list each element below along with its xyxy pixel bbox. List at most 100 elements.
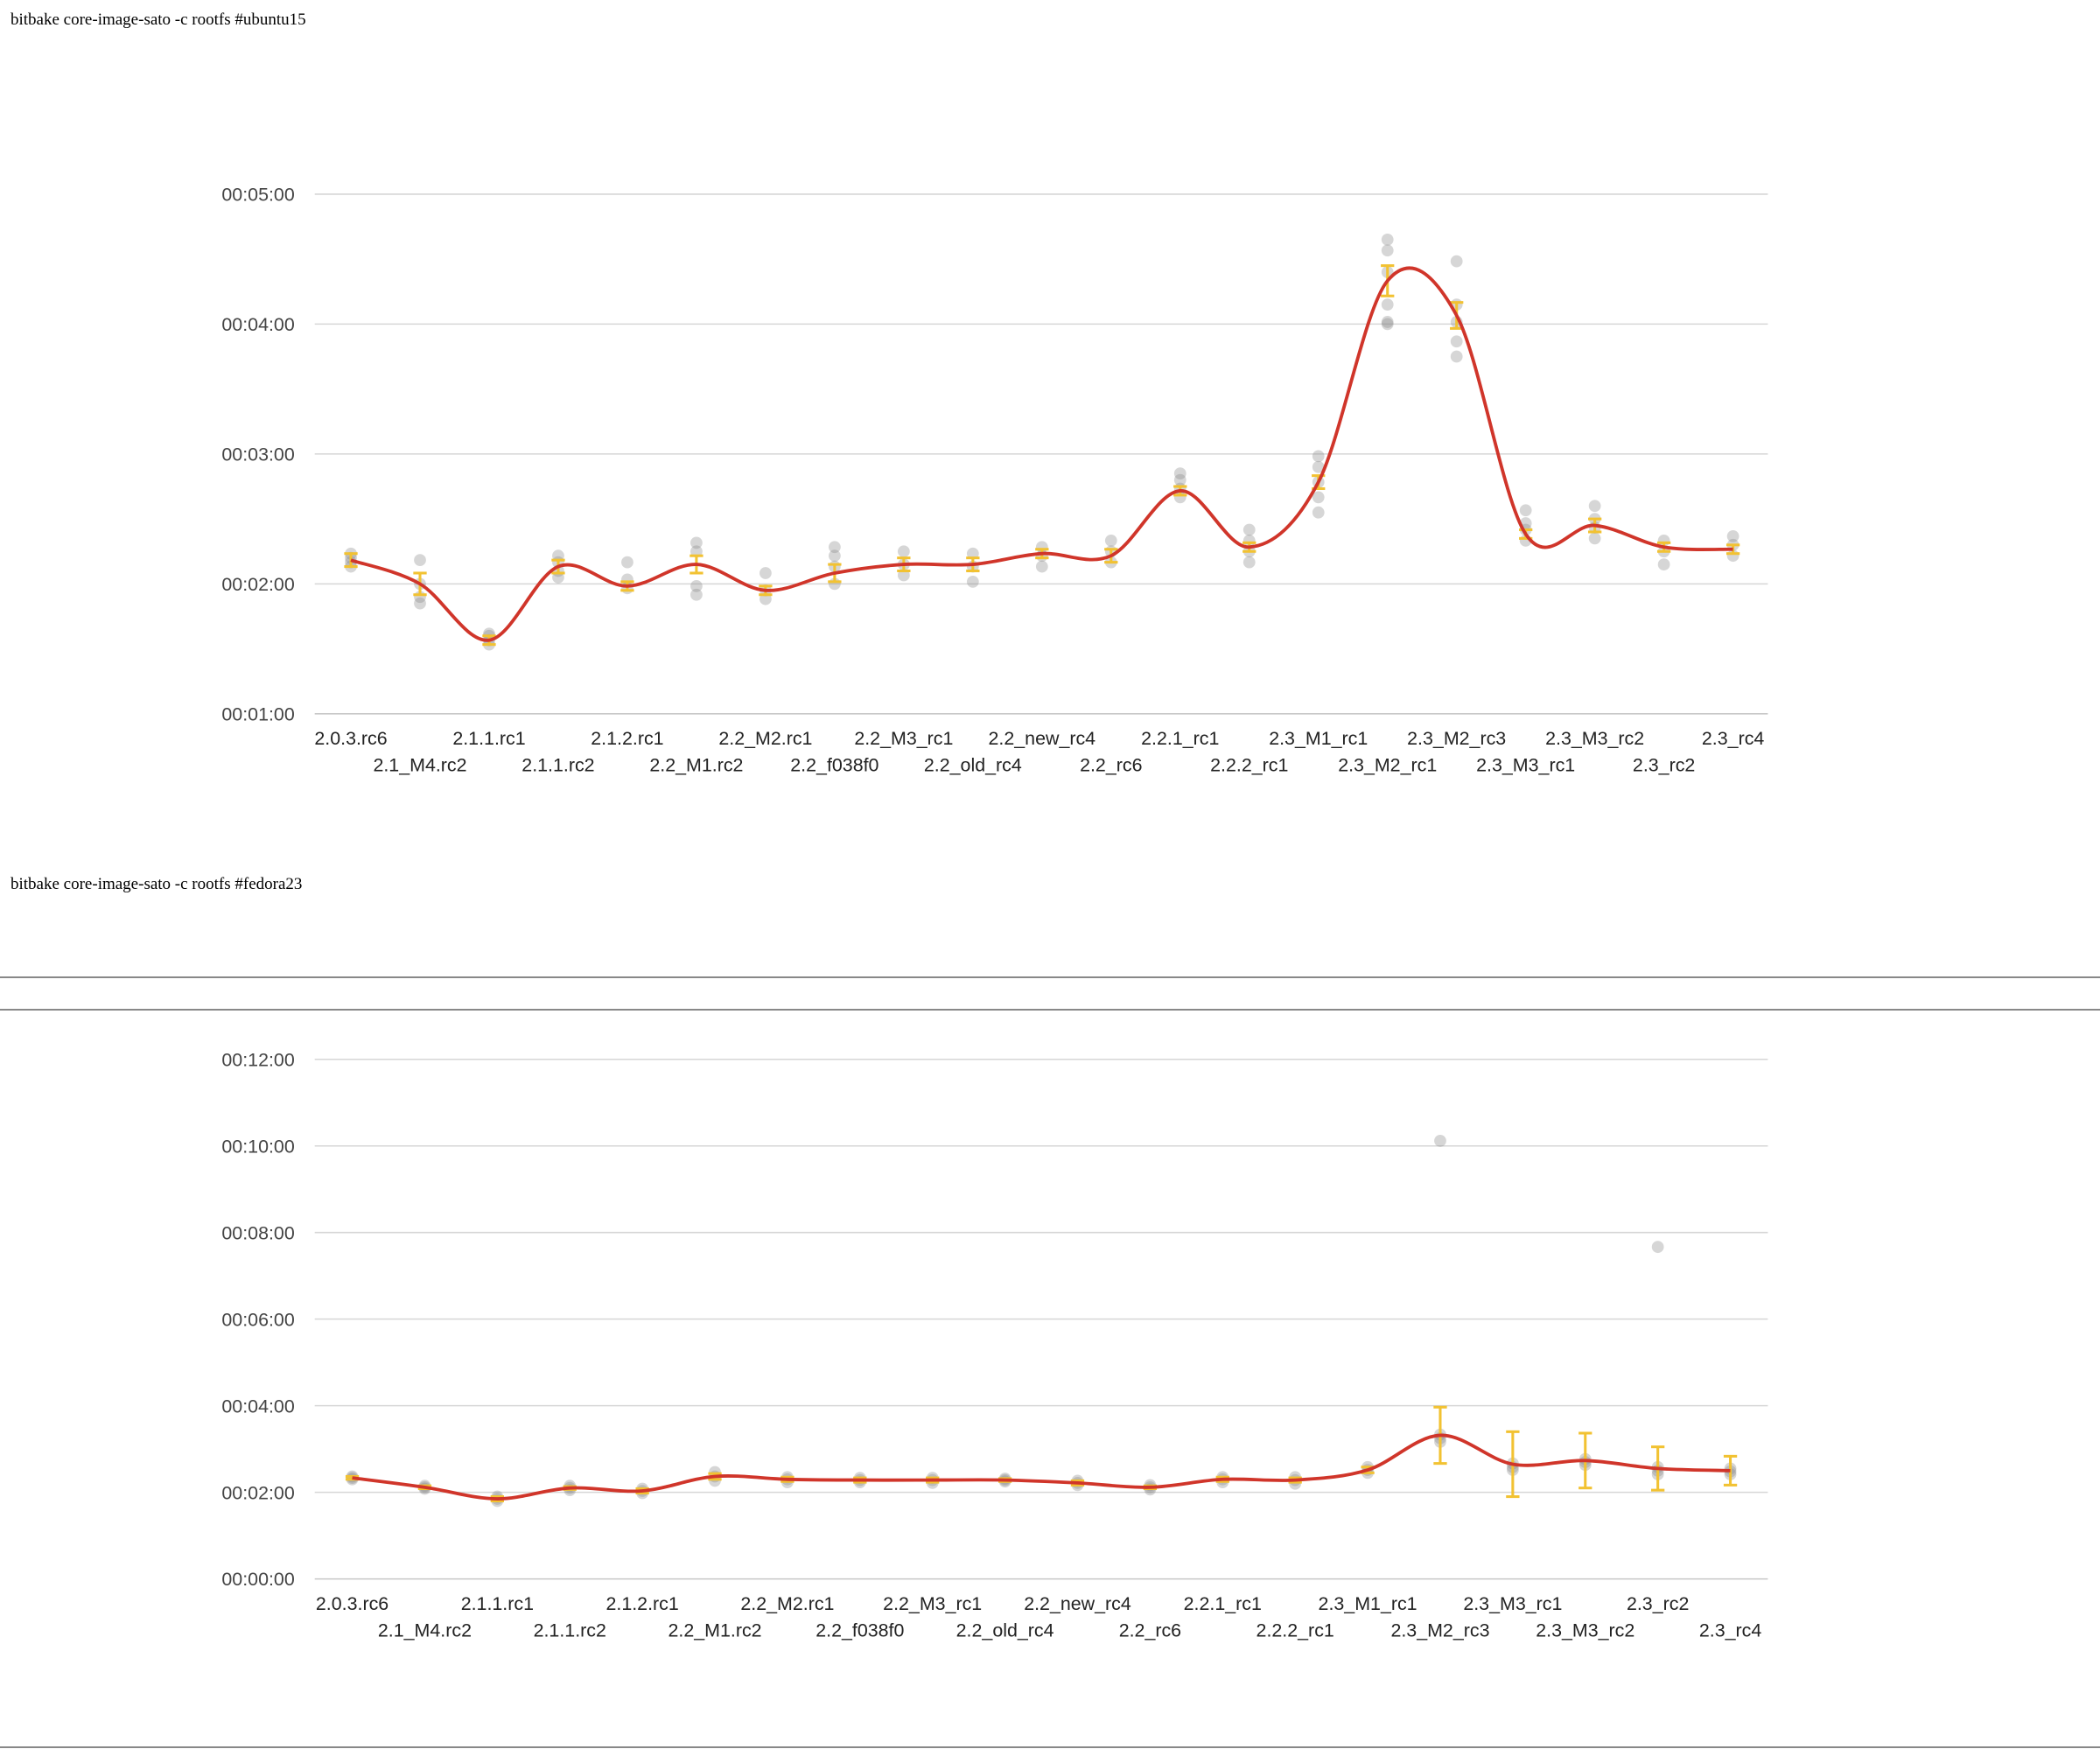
x-tick-label: 2.2_f038f0 xyxy=(816,1620,904,1641)
x-tick-label: 2.3_M2_rc3 xyxy=(1407,728,1506,749)
x-tick-label: 2.2.2_rc1 xyxy=(1210,755,1288,776)
x-tick-label: 2.3_M1_rc1 xyxy=(1319,1593,1418,1614)
data-point xyxy=(1434,1135,1446,1147)
data-point xyxy=(1450,335,1463,348)
x-tick-label: 2.2_rc6 xyxy=(1119,1620,1181,1641)
y-tick-label: 00:01:00 xyxy=(221,703,294,724)
y-tick-label: 00:04:00 xyxy=(221,314,294,335)
x-tick-label: 2.3_M1_rc1 xyxy=(1269,728,1368,749)
x-tick-label: 2.1.2.rc1 xyxy=(591,728,663,749)
divider xyxy=(0,1009,2100,1011)
y-tick-label: 00:12:00 xyxy=(221,1049,294,1070)
x-tick-label: 2.0.3.rc6 xyxy=(316,1593,388,1614)
data-point xyxy=(1312,450,1325,463)
data-point xyxy=(414,597,426,610)
data-point xyxy=(1312,506,1325,519)
y-tick-label: 00:03:00 xyxy=(221,444,294,465)
x-tick-label: 2.3_rc4 xyxy=(1699,1620,1761,1641)
x-tick-label: 2.3_M2_rc1 xyxy=(1338,755,1437,776)
data-point xyxy=(1104,534,1117,547)
x-tick-label: 2.1.1.rc1 xyxy=(452,728,525,749)
chart-title-fedora23: bitbake core-image-sato -c rootfs #fedor… xyxy=(10,875,303,893)
data-point xyxy=(1381,234,1394,246)
x-tick-label: 2.2_new_rc4 xyxy=(1024,1593,1131,1614)
data-point xyxy=(1588,500,1601,513)
x-tick-label: 2.1.1.rc2 xyxy=(534,1620,606,1641)
data-point xyxy=(1726,530,1740,542)
data-point xyxy=(1450,255,1463,268)
divider xyxy=(0,1746,2100,1748)
data-point xyxy=(1312,460,1325,473)
x-tick-label: 2.2_M3_rc1 xyxy=(883,1593,982,1614)
error-bar xyxy=(1723,1454,1738,1487)
x-tick-label: 2.3_rc2 xyxy=(1633,755,1695,776)
x-tick-label: 2.2.2_rc1 xyxy=(1256,1620,1334,1641)
data-point xyxy=(828,549,841,563)
x-tick-label: 2.2_M2.rc1 xyxy=(718,728,812,749)
x-tick-label: 2.1.1.rc2 xyxy=(522,755,594,776)
x-tick-label: 2.3_M3_rc2 xyxy=(1536,1620,1634,1641)
x-tick-label: 2.3_M3_rc2 xyxy=(1545,728,1644,749)
data-point xyxy=(1312,491,1325,504)
data-point xyxy=(1242,556,1256,569)
y-tick-label: 00:06:00 xyxy=(221,1309,294,1330)
x-tick-label: 2.3_M3_rc1 xyxy=(1476,755,1575,776)
x-tick-label: 2.0.3.rc6 xyxy=(314,728,387,749)
x-tick-label: 2.1_M4.rc2 xyxy=(378,1620,472,1641)
trend-line xyxy=(352,1433,1731,1501)
x-tick-label: 2.2_old_rc4 xyxy=(956,1620,1054,1641)
x-tick-label: 2.3_rc4 xyxy=(1702,728,1764,749)
data-point xyxy=(1242,523,1256,536)
data-point xyxy=(966,575,979,588)
data-point xyxy=(1035,560,1048,573)
data-point xyxy=(1381,244,1394,257)
data-point xyxy=(1588,532,1601,545)
data-point xyxy=(414,554,426,567)
x-tick-label: 2.2.1_rc1 xyxy=(1184,1593,1262,1614)
trend-line xyxy=(350,266,1733,642)
data-point xyxy=(828,541,841,554)
chart-1: 00:00:00 00:02:00 00:04:00 00:06:00 00:08:00… xyxy=(221,1049,1768,1641)
data-point xyxy=(621,556,634,569)
data-point xyxy=(1381,318,1394,331)
y-tick-label: 00:02:00 xyxy=(221,574,294,595)
data-point xyxy=(1519,504,1532,517)
data-point xyxy=(760,567,772,579)
x-tick-label: 2.2_new_rc4 xyxy=(989,728,1096,749)
chart-0: 00:01:00 00:02:00 00:03:00 00:04:00 00:05:00… xyxy=(221,185,1768,776)
x-tick-label: 2.1.2.rc1 xyxy=(606,1593,678,1614)
x-tick-label: 2.2_f038f0 xyxy=(790,755,878,776)
x-tick-label: 2.3_M2_rc3 xyxy=(1390,1620,1489,1641)
data-point xyxy=(897,545,910,558)
x-tick-label: 2.2_M1.rc2 xyxy=(668,1620,761,1641)
data-point xyxy=(1173,467,1186,480)
data-point xyxy=(1173,473,1186,486)
data-point xyxy=(1651,1241,1664,1254)
x-tick-label: 2.2.1_rc1 xyxy=(1141,728,1219,749)
x-tick-label: 2.1.1.rc1 xyxy=(461,1593,534,1614)
x-tick-label: 2.2_rc6 xyxy=(1080,755,1142,776)
y-tick-label: 00:05:00 xyxy=(221,185,294,206)
x-tick-label: 2.3_rc2 xyxy=(1627,1593,1689,1614)
y-tick-label: 00:04:00 xyxy=(221,1396,294,1417)
y-tick-label: 00:10:00 xyxy=(221,1136,294,1157)
x-tick-label: 2.2_old_rc4 xyxy=(924,755,1022,776)
data-point xyxy=(690,588,703,601)
x-tick-label: 2.2_M2.rc1 xyxy=(740,1593,834,1614)
y-tick-label: 00:00:00 xyxy=(221,1569,294,1590)
y-tick-label: 00:02:00 xyxy=(221,1482,294,1503)
data-point xyxy=(1657,558,1670,570)
data-point xyxy=(690,536,703,549)
x-tick-label: 2.2_M3_rc1 xyxy=(854,728,953,749)
data-point xyxy=(1381,316,1394,328)
divider xyxy=(0,976,2100,978)
data-point xyxy=(1381,298,1394,311)
x-tick-label: 2.2_M1.rc2 xyxy=(649,755,743,776)
x-tick-label: 2.3_M3_rc1 xyxy=(1463,1593,1562,1614)
x-tick-label: 2.1_M4.rc2 xyxy=(373,755,466,776)
chart-title-ubuntu15: bitbake core-image-sato -c rootfs #ubunt… xyxy=(10,10,306,29)
y-tick-label: 00:08:00 xyxy=(221,1222,294,1243)
data-point xyxy=(1450,350,1463,363)
data-point xyxy=(690,579,703,592)
